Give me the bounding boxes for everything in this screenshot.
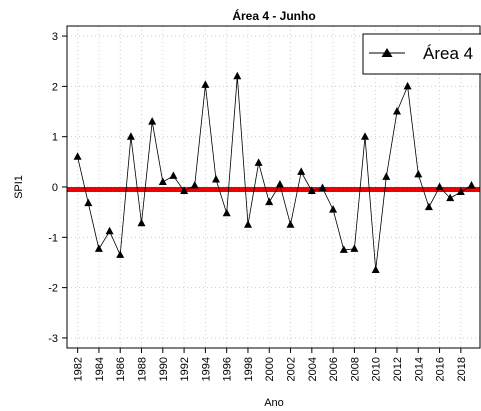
x-tick-label: 2018 [456,357,468,381]
legend-marker-sample [381,48,393,57]
data-point-marker [244,220,252,228]
data-point-marker [233,71,242,80]
data-point-marker [403,81,412,90]
x-tick-label: 2010 [371,357,383,381]
x-tick-label: 2002 [286,357,298,381]
x-tick-label: 2008 [349,357,361,381]
data-point-marker [73,152,82,160]
data-point-marker [456,187,465,195]
data-point-marker [350,244,359,252]
data-point-marker [148,117,157,125]
data-point-marker [212,175,220,183]
x-tick-label: 1994 [200,357,212,381]
x-tick-label: 2014 [413,357,425,381]
data-point-marker [371,265,380,273]
data-point-marker [254,158,263,166]
x-tick-label: 1984 [94,357,106,381]
data-point-marker [318,183,327,191]
data-point-marker [339,245,348,253]
x-axis-title: Ano [264,397,284,409]
data-point-marker [190,181,199,189]
data-point-marker [222,208,231,217]
x-tick-label: 1990 [158,357,170,381]
legend-label: Área 4 [423,44,473,63]
data-point-marker [297,167,306,175]
data-point-marker [201,80,210,88]
data-point-marker [307,186,316,194]
chart-title: Área 4 - Junho [232,8,315,23]
data-point-marker [414,169,423,178]
y-tick-label: 0 [52,182,58,194]
data-point-marker [275,180,284,188]
data-point-marker [467,181,476,189]
data-point-marker [382,172,391,180]
x-tick-label: 2004 [307,357,319,381]
data-point-marker [116,250,125,258]
x-tick-label: 2006 [328,357,340,381]
series-line [77,76,472,271]
x-tick-label: 1992 [179,357,191,381]
data-point-marker [126,132,135,140]
x-tick-label: 2012 [392,357,404,381]
x-tick-label: 1998 [243,357,255,381]
data-point-marker [446,193,455,202]
x-tick-label: 1988 [137,357,149,381]
y-tick-label: -2 [48,283,58,295]
data-point-marker [84,198,93,207]
data-point-marker [361,132,369,140]
data-point-marker [137,218,146,227]
x-tick-label: 2016 [435,357,447,381]
series-layer [73,71,476,273]
x-tick-label: 2000 [264,357,276,381]
y-tick-label: 3 [52,31,58,43]
y-tick-label: 2 [52,81,58,93]
data-point-marker [180,186,189,194]
data-point-marker [424,202,433,211]
data-point-marker [329,205,338,213]
data-point-marker [105,226,114,235]
data-point-marker [94,244,103,252]
data-point-marker [286,220,295,228]
y-tick-label: -3 [48,333,58,345]
x-axis: 1982 1984 1986 1988 1990 1992 1994 1996 1998 2000… [73,348,468,381]
legend: Área 4 [362,33,481,75]
data-point-marker [265,197,274,206]
y-axis-title: SPI1 [13,175,25,199]
y-tick-label: -1 [48,232,58,244]
x-tick-label: 1982 [73,357,85,381]
data-point-marker [393,107,401,115]
data-point-marker [158,177,167,185]
x-tick-label: 1996 [222,357,234,381]
data-point-marker [435,182,444,190]
legend-box [362,33,481,75]
y-tick-label: 1 [52,132,58,144]
y-axis: -3 -2 -1 0 1 2 3 [48,31,67,345]
x-tick-label: 1986 [115,357,127,381]
data-point-marker [169,171,178,179]
